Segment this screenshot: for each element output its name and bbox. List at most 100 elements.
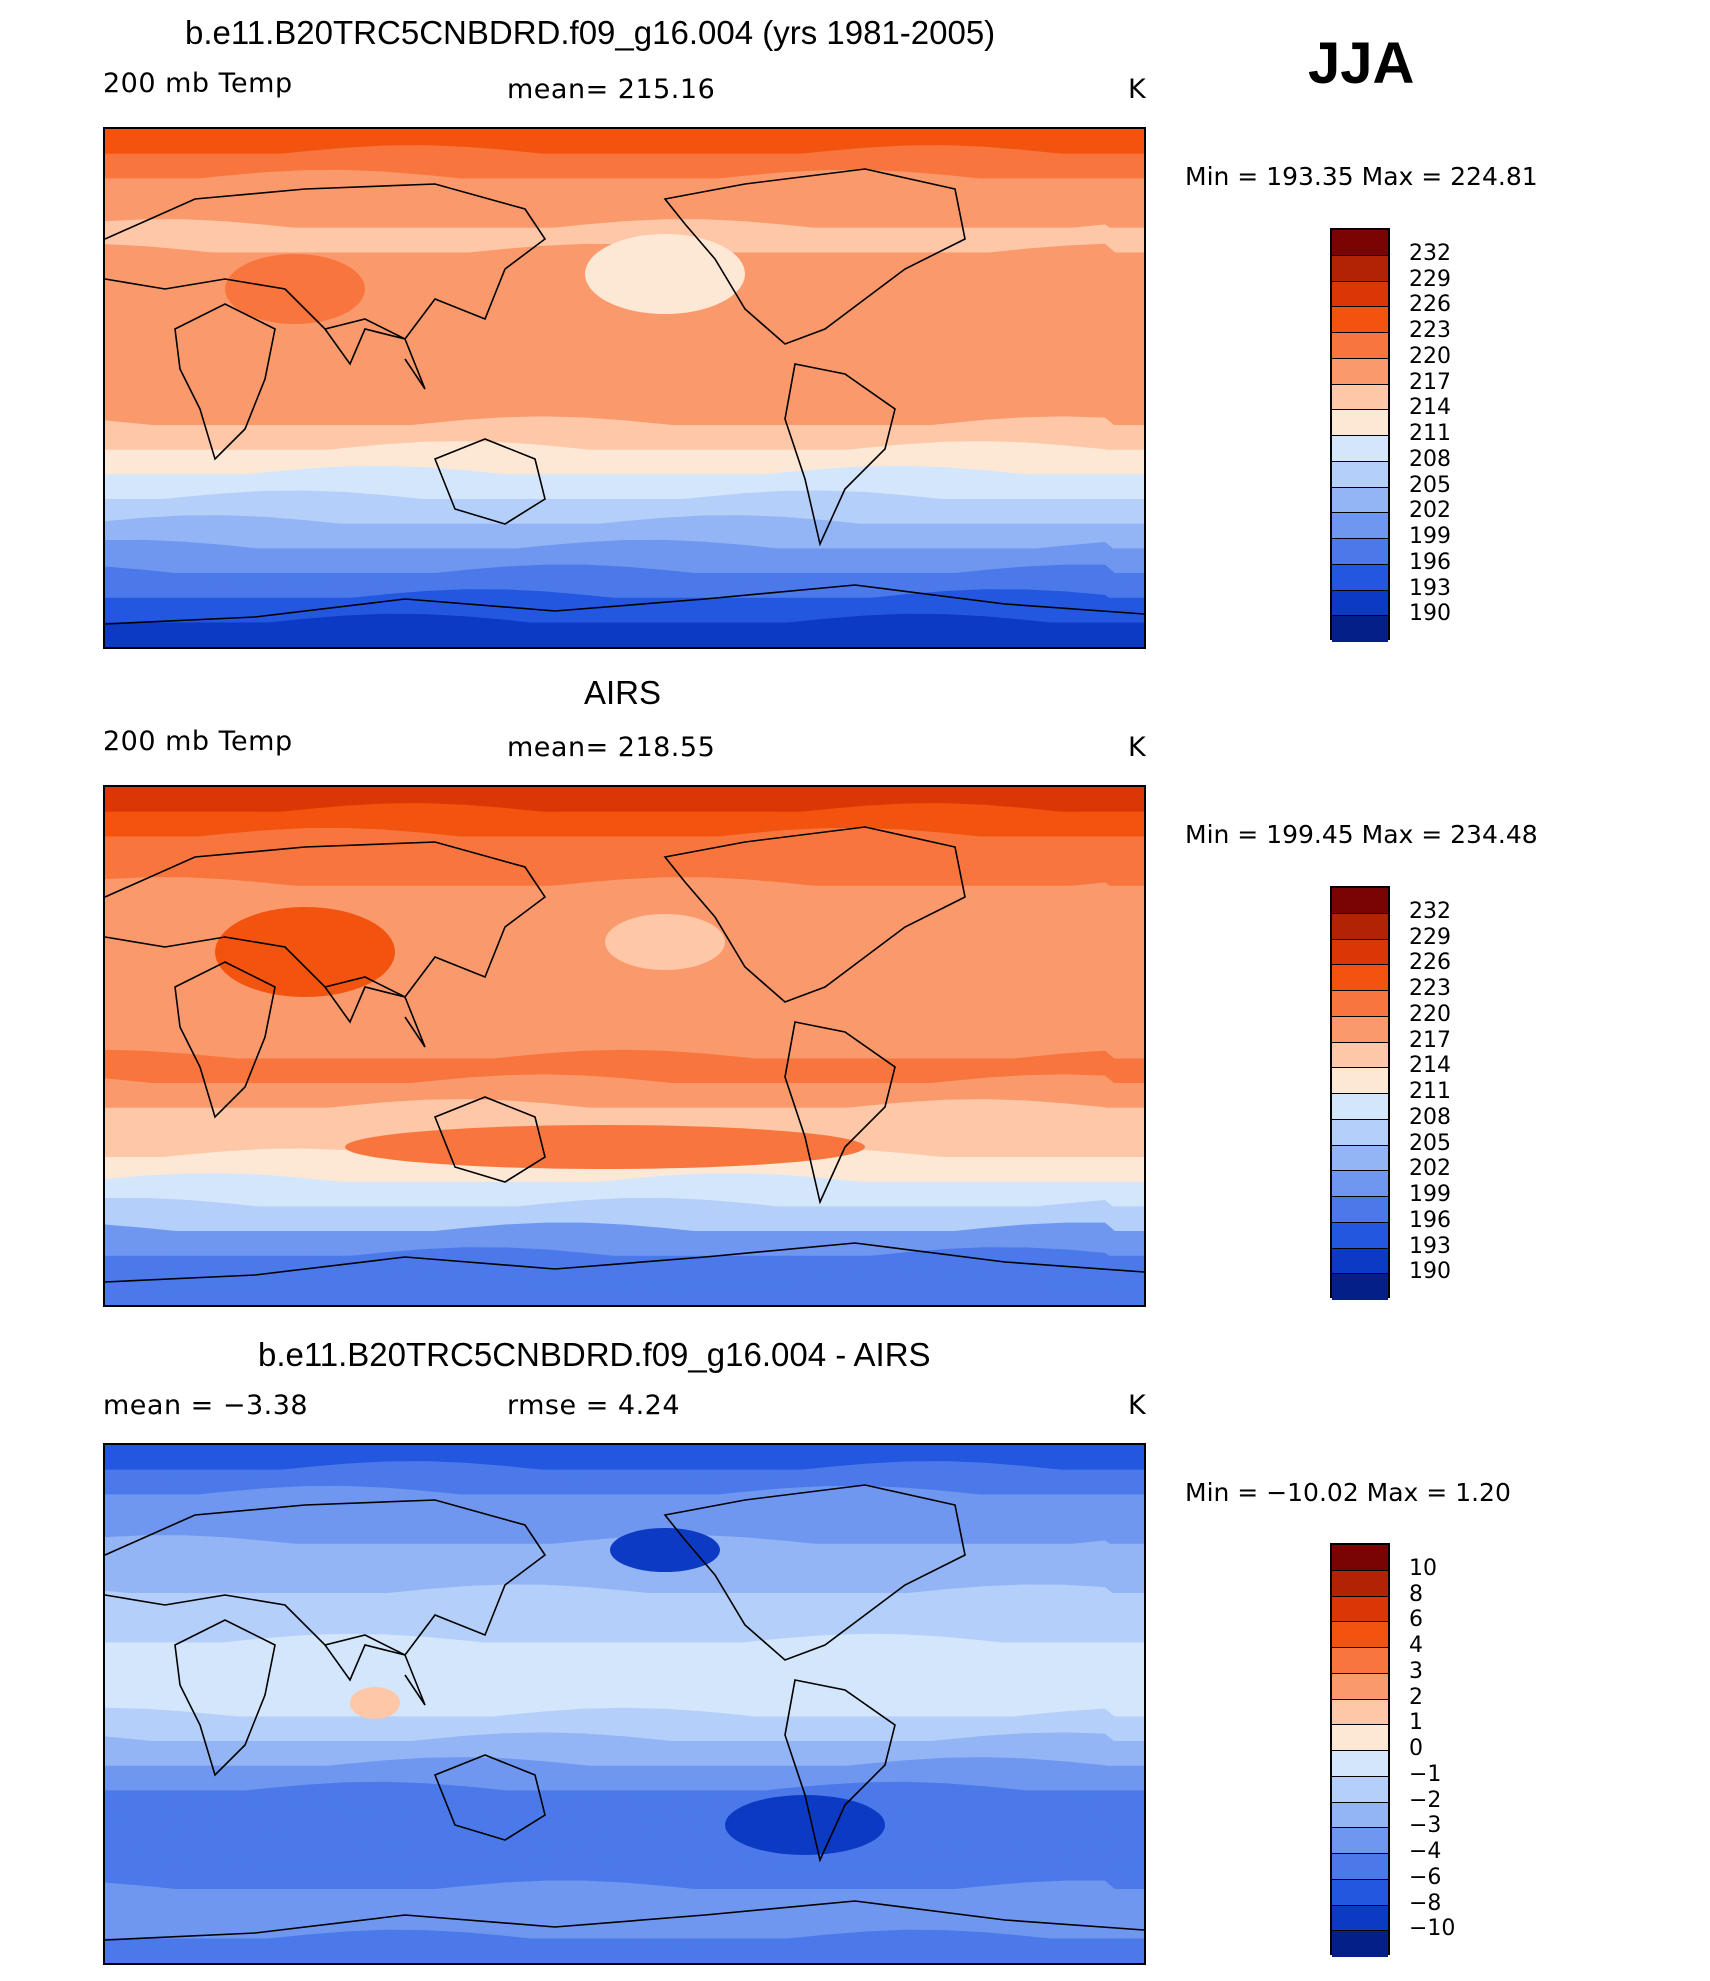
colorbar-swatch — [1332, 1119, 1388, 1146]
colorbar-swatch — [1332, 1673, 1388, 1700]
colorbar-swatch — [1332, 1222, 1388, 1249]
colorbar-swatch — [1332, 1171, 1388, 1197]
colorbar-tick-label: 217 — [1409, 1027, 1451, 1053]
colorbar-tick-label: 199 — [1409, 524, 1451, 549]
colorbar-swatch — [1332, 1248, 1388, 1275]
panel-3-minmax: Min = −10.02 Max = 1.20 — [1185, 1478, 1511, 1507]
colorbar-swatch — [1332, 1570, 1388, 1597]
panel-3-units-label: K — [1128, 1390, 1147, 1421]
colorbar-tick-label: 0 — [1409, 1736, 1423, 1761]
colorbar-tick-label: 1 — [1409, 1710, 1423, 1736]
colorbar-swatch — [1332, 1648, 1388, 1674]
colorbar-tick-label: −3 — [1409, 1813, 1442, 1839]
colorbar-tick-label: 211 — [1409, 1079, 1451, 1104]
colorbar-swatch — [1332, 564, 1388, 591]
colorbar-swatch — [1332, 913, 1388, 940]
panel-1-variable-label: 200 mb Temp — [103, 68, 293, 99]
colorbar-tick-label: 10 — [1409, 1555, 1437, 1581]
colorbar-swatch — [1332, 1751, 1388, 1777]
colorbar-tick-label: 202 — [1409, 498, 1451, 524]
panel-3-rmse-label: rmse = 4.24 — [507, 1390, 681, 1421]
colorbar-swatch — [1332, 1854, 1388, 1880]
colorbar-swatch — [1332, 255, 1388, 282]
panel-1-map — [103, 127, 1146, 649]
colorbar-swatch — [1332, 307, 1388, 333]
colorbar-swatch — [1332, 1776, 1388, 1803]
colorbar-tick-label: 196 — [1409, 1207, 1451, 1233]
colorbar-tick-label: 226 — [1409, 292, 1451, 318]
colorbar-tick-label: 217 — [1409, 369, 1451, 395]
colorbar-tick-label: 211 — [1409, 421, 1451, 446]
colorbar-swatch — [1332, 436, 1388, 462]
colorbar-tick-label: −8 — [1409, 1890, 1442, 1916]
colorbar-tick-label: 190 — [1409, 1259, 1451, 1285]
colorbar-swatch — [1332, 1068, 1388, 1094]
colorbar-tick-label: 205 — [1409, 1130, 1451, 1156]
colorbar-swatch — [1332, 1699, 1388, 1726]
colorbar-tick-label: 190 — [1409, 601, 1451, 627]
colorbar-tick-label: 220 — [1409, 343, 1451, 369]
colorbar-tick-label: −10 — [1409, 1916, 1456, 1942]
colorbar-tick-label: 2 — [1409, 1684, 1423, 1710]
colorbar-swatch — [1332, 1879, 1388, 1906]
panel-2-map — [103, 785, 1146, 1307]
panel-3-title: b.e11.B20TRC5CNBDRD.f09_g16.004 - AIRS — [258, 1336, 931, 1373]
colorbar-swatch — [1332, 1905, 1388, 1932]
colorbar-tick-label: 193 — [1409, 1233, 1451, 1259]
colorbar-tick-label: 223 — [1409, 976, 1451, 1001]
colorbar-swatch — [1332, 333, 1388, 359]
colorbar-tick-label: 232 — [1409, 898, 1451, 924]
colorbar-swatch — [1332, 384, 1388, 411]
panel-1-title: b.e11.B20TRC5CNBDRD.f09_g16.004 (yrs 198… — [185, 14, 996, 51]
panel-2-colorbar — [1330, 886, 1390, 1300]
colorbar-swatch — [1332, 1828, 1388, 1854]
colorbar-swatch — [1332, 1596, 1388, 1623]
colorbar-swatch — [1332, 410, 1388, 436]
colorbar-swatch — [1332, 1016, 1388, 1043]
panel-2-units-label: K — [1128, 732, 1147, 763]
colorbar-swatch — [1332, 590, 1388, 617]
colorbar-tick-label: 226 — [1409, 950, 1451, 976]
colorbar-tick-label: 202 — [1409, 1156, 1451, 1182]
colorbar-swatch — [1332, 1725, 1388, 1751]
colorbar-swatch — [1332, 358, 1388, 385]
colorbar-swatch — [1332, 539, 1388, 565]
panel-3-map — [103, 1443, 1146, 1965]
panel-2-title: AIRS — [584, 674, 662, 711]
panel-3-mean-label: mean = −3.38 — [103, 1390, 309, 1421]
colorbar-swatch — [1332, 461, 1388, 488]
colorbar-tick-label: 3 — [1409, 1658, 1423, 1684]
colorbar-tick-label: 229 — [1409, 924, 1451, 950]
colorbar-tick-label: 4 — [1409, 1633, 1423, 1658]
colorbar-tick-label: 220 — [1409, 1001, 1451, 1027]
colorbar-swatch — [1332, 965, 1388, 991]
panel-1-colorbar — [1330, 228, 1390, 642]
colorbar-tick-label: 196 — [1409, 549, 1451, 575]
colorbar-swatch — [1332, 616, 1388, 642]
colorbar-swatch — [1332, 281, 1388, 308]
colorbar-tick-label: 208 — [1409, 446, 1451, 472]
panel-2-minmax: Min = 199.45 Max = 234.48 — [1185, 820, 1538, 849]
colorbar-tick-label: −1 — [1409, 1761, 1442, 1787]
colorbar-swatch — [1332, 1622, 1388, 1648]
colorbar-swatch — [1332, 230, 1388, 256]
panel-1-minmax: Min = 193.35 Max = 224.81 — [1185, 162, 1538, 191]
colorbar-tick-label: 223 — [1409, 318, 1451, 343]
colorbar-swatch — [1332, 939, 1388, 966]
colorbar-swatch — [1332, 1094, 1388, 1120]
colorbar-tick-label: −2 — [1409, 1787, 1442, 1813]
colorbar-swatch — [1332, 1042, 1388, 1069]
colorbar-tick-label: 229 — [1409, 266, 1451, 292]
colorbar-tick-label: 6 — [1409, 1607, 1423, 1633]
colorbar-tick-label: 199 — [1409, 1182, 1451, 1207]
panel-1-units-label: K — [1128, 74, 1147, 105]
colorbar-swatch — [1332, 487, 1388, 514]
colorbar-tick-label: 214 — [1409, 1053, 1451, 1079]
colorbar-swatch — [1332, 888, 1388, 914]
colorbar-swatch — [1332, 513, 1388, 539]
colorbar-tick-label: 205 — [1409, 472, 1451, 498]
season-label: JJA — [1308, 31, 1415, 96]
colorbar-swatch — [1332, 1197, 1388, 1223]
colorbar-tick-label: −4 — [1409, 1839, 1442, 1864]
colorbar-tick-label: 193 — [1409, 575, 1451, 601]
